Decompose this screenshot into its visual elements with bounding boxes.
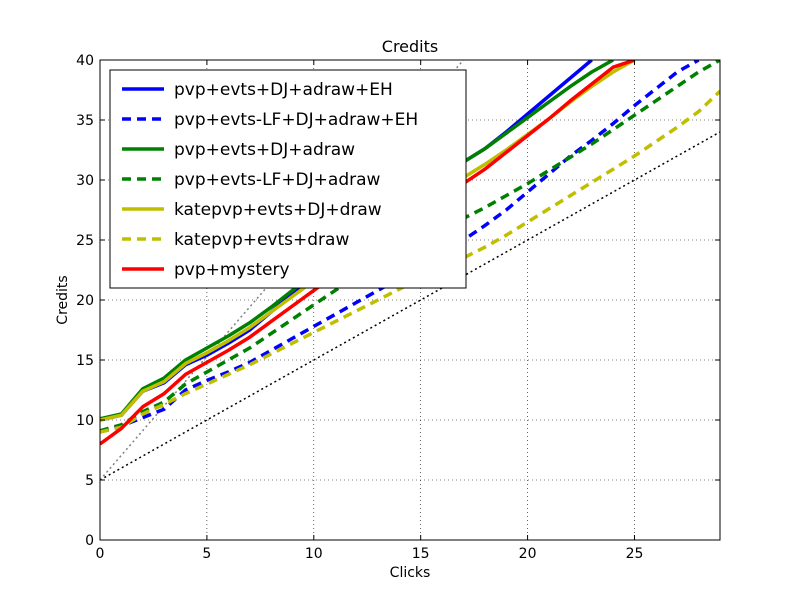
reference-lines [100,60,720,481]
x-tick-label: 25 [626,546,644,562]
legend-label: katepvp+evts+DJ+draw [174,200,382,220]
x-tick-label: 5 [202,546,211,562]
legend-label: pvp+evts-LF+DJ+adraw [174,170,381,190]
x-tick-label: 0 [96,546,105,562]
y-axis-label: Credits [55,275,71,324]
legend-box [109,69,467,289]
y-tick-label: 10 [76,413,94,429]
x-tick-label: 15 [412,546,430,562]
y-tick-label: 40 [76,53,94,69]
legend-label: katepvp+evts+draw [174,230,349,250]
legend-label: pvp+evts-LF+DJ+adraw+EH [174,110,418,130]
axis-ticks: 0 5 10 15 20 25 0 5 10 15 20 25 30 35 40 [76,53,720,562]
x-tick-label: 10 [305,546,323,562]
chart-title: Credits [382,37,438,56]
series-line-6 [100,89,720,434]
x-axis-label: Clicks [390,565,431,581]
legend: pvp+evts+DJ+adraw+EH pvp+evts-LF+DJ+adraw… [109,69,467,289]
x-tick-label: 20 [519,546,537,562]
legend-label: pvp+evts+DJ+adraw+EH [174,80,393,100]
y-tick-label: 25 [76,233,94,249]
y-tick-label: 0 [85,533,94,549]
legend-label: pvp+evts+DJ+adraw [174,140,355,160]
y-tick-label: 5 [85,473,94,489]
y-tick-label: 30 [76,173,94,189]
y-tick-label: 20 [76,293,94,309]
y-tick-label: 35 [76,113,94,129]
legend-label: pvp+mystery [174,260,290,280]
y-tick-label: 15 [76,353,94,369]
reference-line [100,131,720,481]
